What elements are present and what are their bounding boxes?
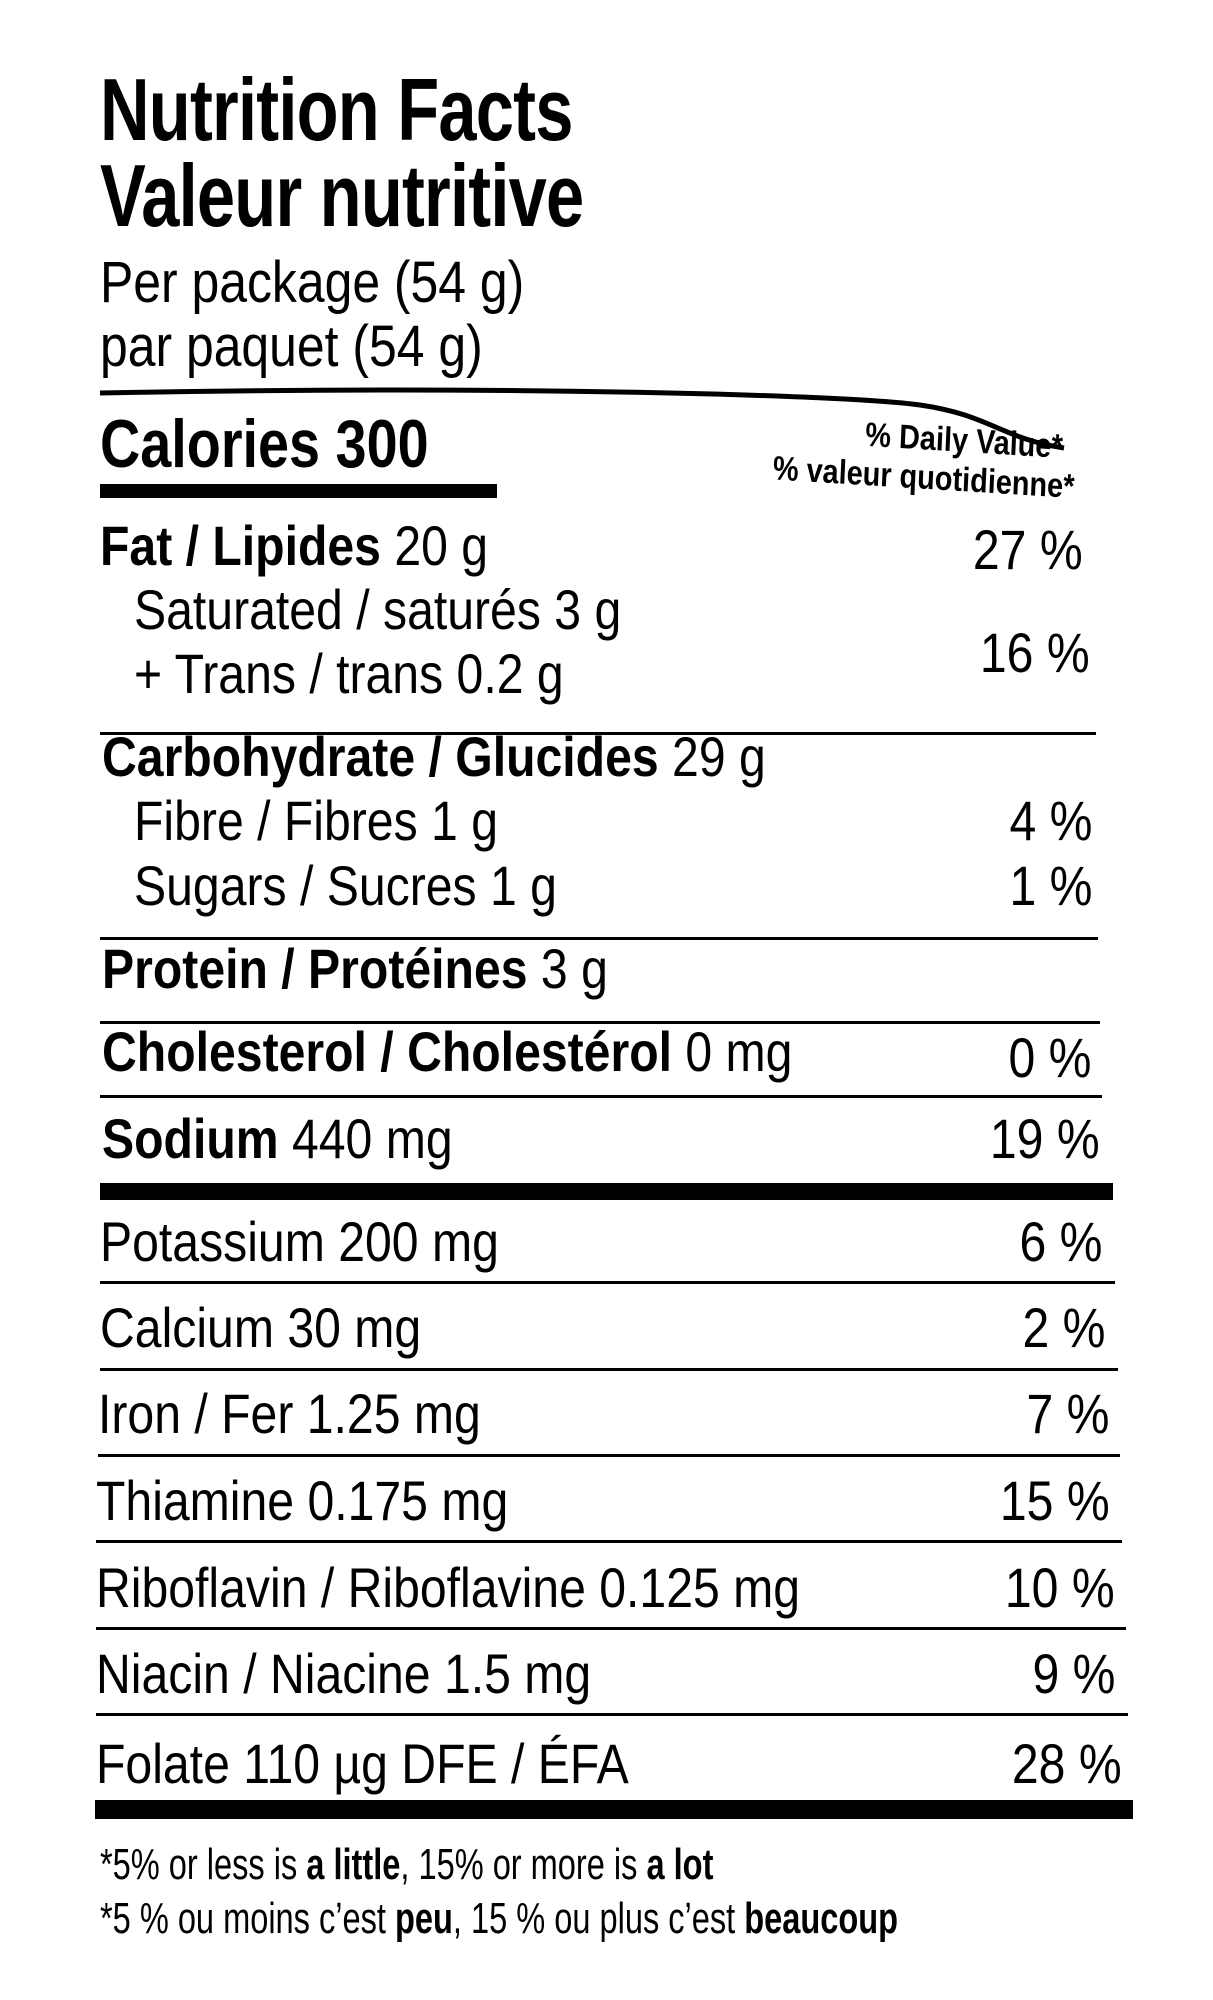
dv-fibre: 4 % [1009,789,1092,852]
divider [100,1281,1115,1284]
dv-sugars: 1 % [1009,854,1092,917]
dv-potassium: 6 % [1019,1210,1102,1273]
nutrient-protein: Protein / Protéines 3 g [102,937,608,1000]
calories-row: Calories 300 [100,410,429,478]
nutrient-trans: + Trans / trans 0.2 g [134,642,564,705]
calories-label: Calories [100,406,321,482]
calories-bar [100,484,497,498]
dv-saturated-trans: 16 % [980,621,1090,684]
dv-thiamine: 15 % [1000,1469,1110,1532]
dv-riboflavin: 10 % [1005,1556,1115,1619]
nutrient-riboflavin: Riboflavin / Riboflavine 0.125 mg [96,1556,801,1619]
bottom-thick-bar [95,1800,1133,1819]
footnote-french: *5 % ou moins c’est peu, 15 % ou plus c’… [100,1894,899,1943]
nutrient-calcium: Calcium 30 mg [100,1296,422,1359]
dv-folate: 28 % [1012,1732,1122,1795]
dv-sodium: 19 % [990,1107,1100,1170]
title-english: Nutrition Facts [100,60,573,159]
dv-cholesterol: 0 % [1008,1026,1091,1089]
nutrient-niacin: Niacin / Niacine 1.5 mg [96,1642,592,1705]
nutrient-fat: Fat / Lipides 20 g [100,514,489,577]
serving-divider-rule [99,387,1065,451]
divider [96,1540,1122,1543]
divider [96,1627,1126,1630]
divider [100,732,1096,735]
nutrient-carbohydrate: Carbohydrate / Glucides 29 g [102,725,766,788]
nutrient-potassium: Potassium 200 mg [100,1210,499,1273]
serving-size-french: par paquet (54 g) [100,314,483,379]
divider [100,1095,1102,1098]
divider [100,1368,1118,1371]
title-french: Valeur nutritive [100,146,584,245]
nutrient-saturated: Saturated / saturés 3 g [134,578,622,641]
serving-size-english: Per package (54 g) [100,250,525,315]
nutrient-iron: Iron / Fer 1.25 mg [98,1382,481,1445]
dv-calcium: 2 % [1022,1296,1105,1359]
nutrient-sodium: Sodium 440 mg [102,1107,453,1170]
nutrient-folate: Folate 110 µg DFE / ÉFA [96,1732,629,1795]
dv-iron: 7 % [1026,1382,1109,1445]
nutrient-sugars: Sugars / Sucres 1 g [134,854,557,917]
nutrient-cholesterol: Cholesterol / Cholestérol 0 mg [102,1020,793,1083]
divider [100,937,1098,940]
calories-value: 300 [335,406,429,482]
dv-niacin: 9 % [1032,1642,1115,1705]
divider [96,1713,1128,1716]
nutrient-thiamine: Thiamine 0.175 mg [96,1469,509,1532]
divider [98,1454,1120,1457]
dv-fat: 27 % [973,518,1083,581]
divider [100,1021,1100,1024]
footnote-english: *5% or less is a little, 15% or more is … [100,1840,714,1889]
sodium-thick-bar [100,1183,1113,1200]
nutrient-fibre: Fibre / Fibres 1 g [134,789,499,852]
